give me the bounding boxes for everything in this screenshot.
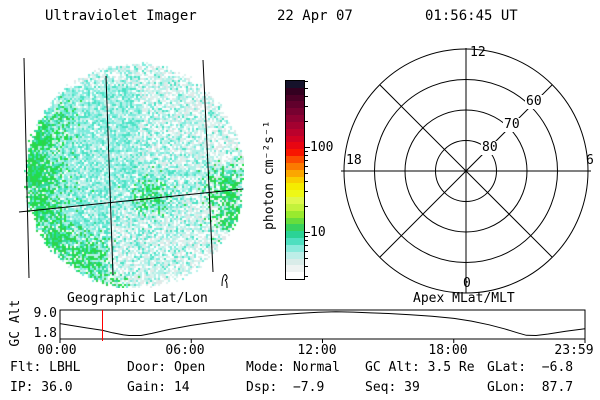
status-ip: IP: 36.0 (10, 380, 73, 395)
photon-flux-colorbar (285, 80, 305, 280)
status-seq: Seq: 39 (365, 380, 420, 395)
orbit-xtick-0600: 06:00 (165, 343, 205, 358)
orbit-ylabel: GC Alt (7, 299, 23, 347)
colorbar-tick-mark (305, 240, 308, 242)
mlt-label-18: 18 (346, 153, 362, 168)
header-date: 22 Apr 07 (277, 8, 353, 24)
status-dsp: Dsp: −7.9 (246, 380, 325, 395)
colorbar-color-step (286, 217, 304, 225)
colorbar-color-step (286, 94, 304, 102)
status-glat: GLat: −6.8 (487, 360, 574, 375)
colorbar-color-step (286, 108, 304, 116)
colorbar-color-step (286, 121, 304, 129)
colorbar-tick-mark (305, 87, 308, 89)
colorbar-tick-mark (305, 155, 308, 157)
colorbar-color-step (286, 101, 304, 109)
header-time: 01:56:45 UT (425, 8, 518, 24)
colorbar-color-step (286, 87, 304, 95)
status-flt: Flt: LBHL (10, 360, 81, 375)
mlat-mlt-grid (341, 48, 591, 294)
mlat-label-70: 70 (503, 117, 521, 133)
colorbar-color-step (286, 162, 304, 170)
colorbar-color-step (286, 142, 304, 150)
colorbar-color-step (286, 176, 304, 184)
colorbar-color-step (286, 156, 304, 163)
colorbar-tick-mark (305, 150, 308, 152)
orbit-ytick-1-8: 1.8 (33, 326, 57, 341)
colorbar-color-step (286, 169, 304, 177)
colorbar-color-step (286, 128, 304, 136)
status-gain: Gain: 14 (127, 380, 190, 395)
status-glon: GLon: 87.7 (487, 380, 574, 395)
colorbar-color-step (286, 81, 304, 88)
colorbar-color-step (286, 231, 304, 239)
colorbar-color-step (286, 238, 304, 245)
mlt-label-0: 0 (463, 276, 471, 291)
colorbar-tick-mark (305, 121, 308, 123)
colorbar-tick-100: 100 (310, 140, 334, 155)
colorbar-tick-mark (305, 245, 308, 247)
gc-alt-curve (59, 311, 585, 337)
colorbar-color-step (286, 149, 304, 157)
orbit-xtick-1800: 18:00 (428, 343, 468, 358)
colorbar-tick-mark (305, 80, 308, 82)
colorbar-tick-mark (305, 106, 308, 108)
colorbar-color-step (286, 135, 304, 143)
orbit-xtick-2359: 23:59 (554, 343, 594, 358)
colorbar-tick-mark (305, 257, 308, 259)
mlt-label-6: 6 (586, 153, 594, 168)
colorbar-tick-10: 10 (310, 225, 326, 240)
colorbar-tick-mark (305, 250, 308, 252)
orbit-plot-frame (59, 309, 586, 343)
colorbar-tick-mark (305, 276, 308, 278)
colorbar-color-step (286, 197, 304, 204)
colorbar-color-step (286, 183, 304, 191)
colorbar-color-step (286, 203, 304, 211)
colorbar-color-step (286, 190, 304, 198)
status-door: Door: Open (127, 360, 206, 375)
colorbar-color-step (286, 258, 304, 266)
colorbar-color-step (286, 210, 304, 218)
status-gcalt: GC Alt: 3.5 Re (365, 360, 475, 375)
colorbar-color-step (286, 115, 304, 122)
mlat-label-80: 80 (481, 140, 499, 156)
mlat-label-60: 60 (525, 94, 543, 110)
colorbar-tick-mark (305, 172, 308, 174)
colorbar-tick-mark (305, 235, 308, 237)
colorbar-color-step (286, 251, 304, 259)
orbit-ytick-9: 9.0 (33, 306, 57, 321)
uvi-disk-image (24, 60, 244, 288)
orbit-xtick-1200: 12:00 (297, 343, 337, 358)
orbit-xtick-0000: 00:00 (37, 343, 77, 358)
colorbar-tick-mark (305, 232, 310, 233)
apex-caption: Apex MLat/MLT (413, 291, 515, 306)
colorbar-tick-mark (305, 191, 308, 193)
colorbar-tick-mark (305, 265, 308, 267)
colorbar-tick-mark (305, 206, 308, 208)
app-title: Ultraviolet Imager (45, 8, 197, 24)
colorbar-tick-mark (305, 147, 310, 148)
colorbar-units-label: photon cm⁻²s⁻¹ (261, 120, 277, 230)
colorbar-color-step (286, 265, 304, 273)
colorbar-tick-mark (305, 95, 308, 97)
colorbar-tick-mark (305, 180, 308, 182)
colorbar-color-step (286, 272, 304, 280)
geo-caption: Geographic Lat/Lon (67, 291, 208, 306)
colorbar-color-step (286, 244, 304, 252)
colorbar-tick-mark (305, 165, 308, 167)
status-mode: Mode: Normal (246, 360, 340, 375)
colorbar-color-step (286, 224, 304, 232)
mlt-label-12: 12 (470, 45, 486, 60)
colorbar-tick-mark (305, 160, 308, 162)
